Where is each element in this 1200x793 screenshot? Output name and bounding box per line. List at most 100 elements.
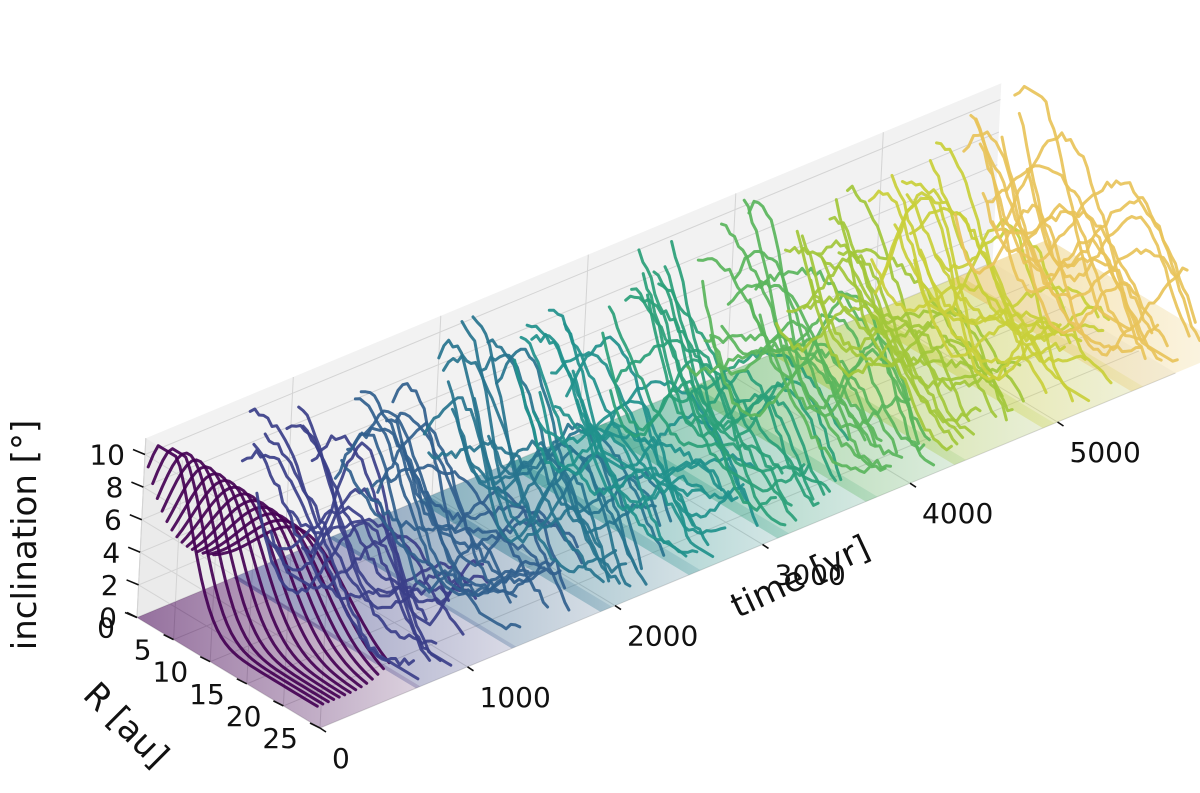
y-tick-label: 10 — [153, 656, 189, 689]
axis-ticks — [124, 421, 1064, 733]
inclination-profile-line — [571, 369, 750, 503]
inclination-profile-line — [450, 407, 628, 574]
inclination-profile-line — [909, 206, 1087, 364]
inclination-profile-line — [155, 451, 330, 704]
inclination-profile-line — [460, 320, 632, 588]
inclination-profile-line — [170, 472, 347, 697]
z-tick-label: 2 — [101, 569, 119, 602]
snapshot-surface — [771, 312, 1055, 465]
inclination-profile-line — [427, 439, 605, 584]
inclination-profile-line — [487, 428, 666, 557]
inclination-profile-line — [624, 294, 798, 522]
inclination-profile-line — [365, 487, 546, 570]
inclination-profile-line — [1013, 84, 1189, 331]
inclination-profile-line — [614, 339, 793, 507]
x-tick-mark — [319, 727, 327, 733]
inclination-profile-line — [726, 279, 904, 459]
inclination-profile-line — [1017, 111, 1191, 338]
gridline-time-back — [874, 132, 884, 312]
y-tick-mark — [273, 700, 284, 707]
inclination-profile-line — [720, 222, 892, 470]
inclination-profile-line — [212, 525, 391, 665]
inclination-profile-line — [601, 331, 777, 512]
y-tick-label: 15 — [189, 678, 225, 711]
inclination-profile-line — [359, 390, 535, 597]
inclination-profile-line — [264, 505, 442, 662]
inclination-profile-line — [870, 258, 1048, 394]
inclination-profile-line — [953, 203, 1132, 357]
inclination-profile-line — [607, 305, 784, 475]
inclination-profile-line — [802, 252, 982, 424]
inclination-profile-line — [437, 338, 611, 583]
x-tick-mark — [762, 543, 769, 550]
inclination-profile-line — [834, 198, 1008, 422]
inclination-profile-line — [696, 257, 871, 474]
z-tick-mark — [126, 579, 139, 586]
z-tick-mark — [129, 513, 143, 521]
gridline-time-back — [726, 193, 737, 373]
inclination-profile-line — [185, 492, 363, 689]
y-tick-mark — [236, 678, 248, 685]
inclination-profile-line — [637, 248, 811, 493]
gridline-incl-back — [144, 99, 1001, 455]
inclination-profile-line — [991, 209, 1169, 348]
inclination-profile-line — [151, 447, 325, 706]
inclination-profile-line — [248, 407, 420, 681]
inclination-profile-line — [1000, 135, 1178, 301]
x-tick-mark — [909, 482, 917, 488]
inclination-profile-line — [371, 463, 550, 609]
inclination-profile-line — [758, 292, 936, 467]
y-tick-label: 20 — [226, 700, 262, 733]
inclination-profile-line — [821, 257, 998, 418]
z-tick-mark — [131, 481, 144, 488]
z-tick-label: 6 — [104, 504, 122, 537]
z-tick-label: 4 — [102, 536, 120, 569]
back-pane — [137, 83, 1002, 618]
inclination-profile-line — [553, 405, 734, 503]
x-tick-label: 5000 — [1070, 436, 1141, 469]
x-tick-label: 3000 — [775, 558, 846, 591]
x-tick-label: 0 — [332, 742, 350, 775]
inclination-profile-line — [935, 141, 1111, 343]
x-tick-mark — [467, 666, 474, 672]
inclination-profile-line — [1025, 167, 1200, 342]
inclination-profile-line — [442, 353, 618, 574]
gridline-radius-side — [136, 438, 147, 618]
x-tick-label: 4000 — [922, 497, 993, 530]
inclination-profile-line — [160, 458, 336, 701]
inclination-profile-line — [385, 411, 562, 585]
x-tick-label: 2000 — [627, 620, 698, 653]
inclination-profile-line — [190, 499, 369, 685]
x-tick-label: 1000 — [480, 681, 551, 714]
inclination-profile-line — [180, 485, 358, 692]
inclination-profile-line — [263, 432, 438, 645]
y-tick-mark — [163, 633, 174, 641]
inclination-profile-line — [657, 282, 831, 493]
inclination-profile-line — [670, 240, 843, 482]
inclination-profile-line — [641, 272, 815, 501]
x-tick-mark — [1057, 421, 1064, 427]
inclination-profile-line — [165, 465, 341, 699]
inclination-profile-line — [563, 322, 739, 502]
inclination-profile-line — [301, 424, 478, 600]
z-tick-label: 10 — [89, 439, 125, 472]
inclination-profile-line — [530, 333, 707, 513]
inclination-profile-line — [733, 249, 912, 430]
y-tick-label: 25 — [262, 722, 298, 755]
inclination-profile-line — [363, 409, 541, 597]
inclination-profile-line — [652, 270, 826, 496]
z-tick-mark — [127, 546, 141, 554]
y-tick-mark — [309, 722, 321, 729]
data-curves — [146, 84, 1200, 708]
inclination-profile-line — [391, 382, 567, 590]
inclination-profile-line — [962, 130, 1140, 335]
inclination-profile-line — [880, 191, 1062, 382]
snapshot-surface — [328, 496, 612, 649]
inclination-profile-line — [800, 234, 975, 436]
y-tick-label: 0 — [97, 612, 115, 645]
z-tick-mark — [124, 611, 138, 619]
inclination-profile-line — [919, 248, 1100, 326]
